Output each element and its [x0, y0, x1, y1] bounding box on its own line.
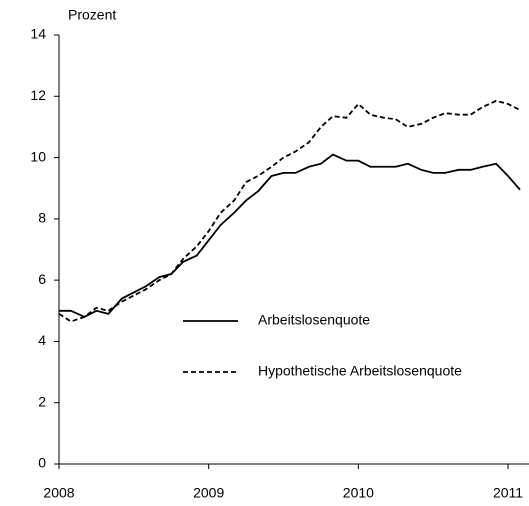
x-tick-label: 2009 — [193, 485, 224, 501]
y-tick-label: 14 — [30, 26, 46, 42]
legend-label: Arbeitslosenquote — [258, 312, 370, 328]
y-tick-label: 4 — [38, 332, 46, 348]
x-tick-label: 2008 — [43, 485, 74, 501]
y-tick-label: 2 — [38, 393, 46, 409]
y-tick-label: 10 — [30, 148, 46, 164]
y-tick-label: 6 — [38, 271, 46, 287]
x-tick-label: 2010 — [343, 485, 374, 501]
legend-label: Hypothetische Arbeitslosenquote — [258, 363, 462, 379]
y-axis-label: Prozent — [68, 7, 116, 23]
y-tick-label: 0 — [38, 455, 46, 471]
line-series — [59, 153, 521, 318]
x-tick-label: 2011 — [493, 485, 523, 501]
line-series — [58, 99, 521, 323]
y-tick-label: 12 — [30, 87, 46, 103]
y-tick-label: 8 — [38, 210, 46, 226]
